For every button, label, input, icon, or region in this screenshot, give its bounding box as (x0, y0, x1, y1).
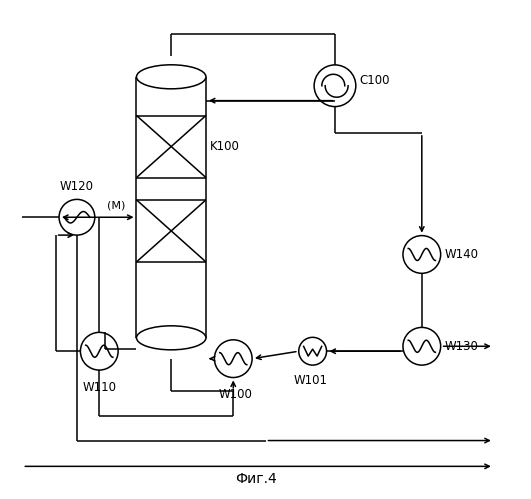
Text: W100: W100 (219, 388, 253, 401)
Text: W130: W130 (444, 340, 478, 353)
Text: W120: W120 (60, 181, 94, 194)
Text: W140: W140 (444, 248, 478, 261)
Text: Фиг.4: Фиг.4 (235, 472, 277, 486)
Ellipse shape (136, 326, 206, 350)
Text: K100: K100 (210, 140, 240, 153)
Text: C100: C100 (360, 74, 390, 87)
Text: (M): (M) (107, 200, 125, 210)
Text: W101: W101 (293, 374, 327, 387)
Text: W110: W110 (82, 381, 116, 394)
Ellipse shape (136, 65, 206, 89)
